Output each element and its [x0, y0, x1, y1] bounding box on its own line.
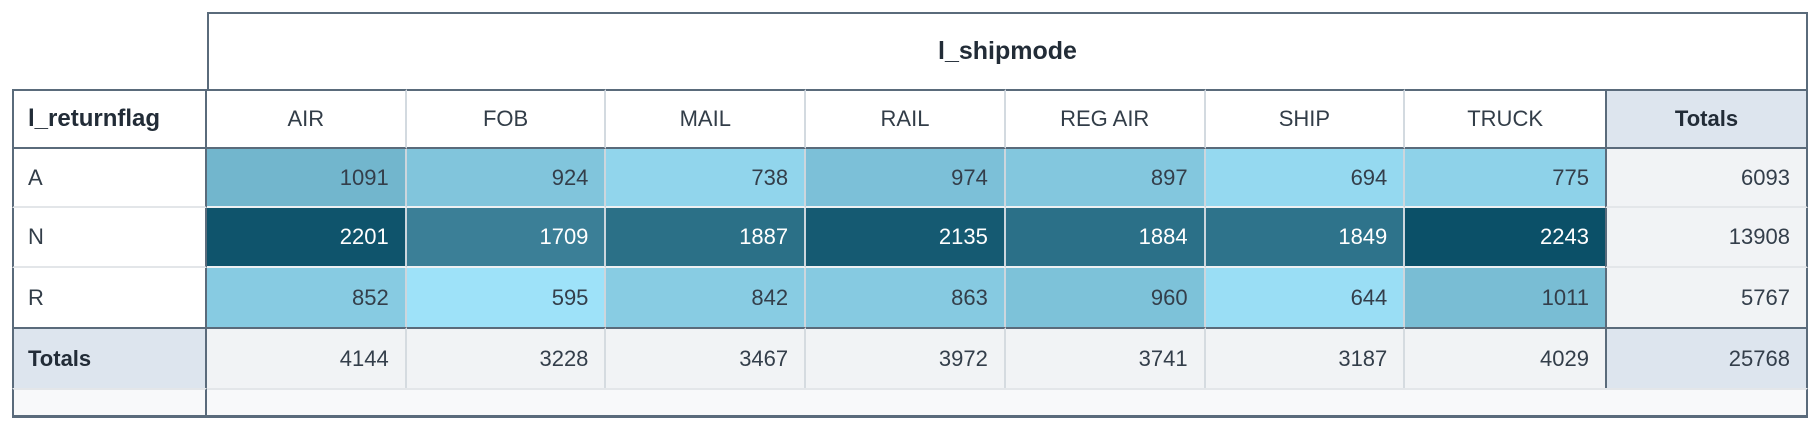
totals-column-header[interactable]: Totals	[1604, 89, 1808, 149]
cell-r-rail[interactable]: 863	[806, 268, 1006, 327]
cell-n-mail[interactable]: 1887	[606, 208, 807, 268]
corner-spacer	[12, 12, 207, 89]
cell-r-air[interactable]: 852	[207, 268, 407, 327]
cell-n-truck[interactable]: 2243	[1405, 208, 1605, 268]
totals-row-label[interactable]: Totals	[12, 327, 207, 388]
column-header-ship[interactable]: SHIP	[1205, 89, 1406, 149]
pivot-grid: l_shipmode l_returnflag AIR FOB MAIL RAI…	[12, 12, 1808, 418]
footer-spacer	[207, 388, 1808, 418]
cell-a-mail[interactable]: 738	[606, 149, 807, 208]
grand-total[interactable]: 25768	[1604, 327, 1808, 388]
column-total-reg-air[interactable]: 3741	[1005, 327, 1206, 388]
row-label-r[interactable]: R	[12, 268, 207, 327]
column-total-fob[interactable]: 3228	[406, 327, 607, 388]
row-dimension-header: l_returnflag	[12, 89, 207, 149]
column-total-air[interactable]: 4144	[207, 327, 407, 388]
cell-n-rail[interactable]: 2135	[806, 208, 1006, 268]
column-header-rail[interactable]: RAIL	[806, 89, 1006, 149]
cell-a-fob[interactable]: 924	[406, 149, 607, 208]
cell-r-ship[interactable]: 644	[1205, 268, 1406, 327]
cell-n-air[interactable]: 2201	[207, 208, 407, 268]
column-header-mail[interactable]: MAIL	[606, 89, 807, 149]
cell-r-mail[interactable]: 842	[606, 268, 807, 327]
cell-r-truck[interactable]: 1011	[1405, 268, 1605, 327]
column-total-mail[interactable]: 3467	[606, 327, 807, 388]
footer-left-spacer	[12, 388, 207, 418]
cell-a-truck[interactable]: 775	[1405, 149, 1605, 208]
cell-a-air[interactable]: 1091	[207, 149, 407, 208]
column-header-air[interactable]: AIR	[207, 89, 407, 149]
column-header-reg-air[interactable]: REG AIR	[1005, 89, 1206, 149]
cell-a-reg-air[interactable]: 897	[1005, 149, 1206, 208]
pivot-table: l_shipmode l_returnflag AIR FOB MAIL RAI…	[12, 12, 1808, 418]
column-dimension-header: l_shipmode	[207, 12, 1808, 89]
row-label-n[interactable]: N	[12, 208, 207, 268]
column-total-ship[interactable]: 3187	[1205, 327, 1406, 388]
cell-a-ship[interactable]: 694	[1205, 149, 1406, 208]
row-total-r[interactable]: 5767	[1604, 268, 1808, 327]
column-header-truck[interactable]: TRUCK	[1405, 89, 1605, 149]
column-total-rail[interactable]: 3972	[806, 327, 1006, 388]
cell-a-rail[interactable]: 974	[806, 149, 1006, 208]
cell-n-ship[interactable]: 1849	[1205, 208, 1406, 268]
row-total-n[interactable]: 13908	[1604, 208, 1808, 268]
row-label-a[interactable]: A	[12, 149, 207, 208]
row-total-a[interactable]: 6093	[1604, 149, 1808, 208]
cell-n-fob[interactable]: 1709	[406, 208, 607, 268]
column-header-fob[interactable]: FOB	[406, 89, 607, 149]
column-total-truck[interactable]: 4029	[1405, 327, 1605, 388]
cell-r-fob[interactable]: 595	[406, 268, 607, 327]
cell-n-reg-air[interactable]: 1884	[1005, 208, 1206, 268]
cell-r-reg-air[interactable]: 960	[1005, 268, 1206, 327]
